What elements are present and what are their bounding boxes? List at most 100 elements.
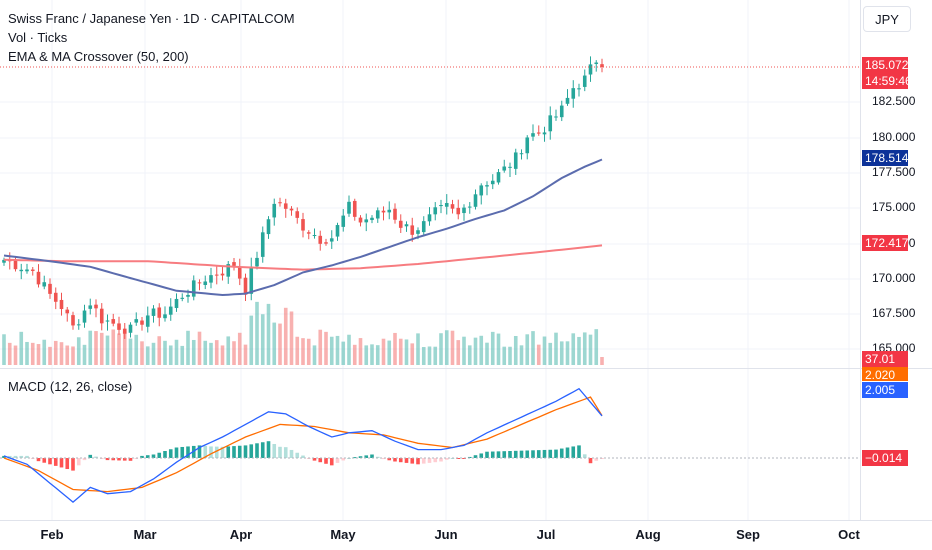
candle-body [542,132,547,135]
candle-body [393,208,397,220]
volume-bar [151,342,156,365]
candle-body [416,230,420,234]
histogram-bar [473,455,478,458]
candle-body [421,221,426,233]
histogram-bar [111,458,116,461]
histogram-bar [525,450,530,458]
candle-body [48,283,52,294]
volume-bar [13,345,18,365]
candle-body [163,314,167,319]
time-label: May [330,527,356,542]
candle-body [111,319,116,324]
volume-bar [163,340,167,365]
volume-legend[interactable]: Vol · Ticks [8,30,68,45]
histogram-bar [416,458,420,465]
chart-title[interactable]: Swiss Franc / Japanese Yen · 1D · CAPITA… [8,11,295,26]
volume-bar [278,323,282,365]
ma-crossover-legend[interactable]: EMA & MA Crossover (50, 200) [8,49,189,64]
histogram-bar [508,451,512,458]
candle-body [358,217,363,223]
histogram-bar [496,451,501,458]
candle-body [347,201,351,214]
candle-body [278,202,282,204]
candle-body [105,320,110,322]
candle-body [571,88,576,99]
volume-bar [496,333,501,365]
candle-body [306,232,311,234]
volume-bar [416,333,420,365]
histogram-bar [163,451,167,458]
candle-body [427,214,432,222]
candle-body [272,203,277,218]
volume-bar [312,345,317,365]
candle-body [467,206,472,208]
candle-body [381,210,386,213]
volume-bar [439,333,443,365]
volume-bar [565,341,570,365]
volume-bar [145,346,150,365]
volume-bar [444,330,449,365]
candle-body [565,97,570,104]
histogram-bar [36,458,41,462]
histogram-bar [255,443,259,458]
volume-bar [59,342,64,365]
candle-body [502,166,507,171]
candle-body [220,273,225,276]
ema-badge: 178.514 [862,150,908,166]
price-tick: 177.500 [872,165,916,179]
histogram-bar [318,458,323,463]
histogram-bar [456,458,461,459]
histogram-bar [421,458,426,464]
volume-bar [559,341,564,365]
histogram-bar [341,458,346,461]
volume-bar [42,339,47,365]
currency-selector[interactable]: JPY [863,6,911,32]
volume-bar [168,345,173,365]
volume-bar [134,334,139,365]
histogram-bar [571,446,576,458]
candle-body [209,275,213,283]
volume-bar [433,346,438,365]
volume-bar [283,307,288,365]
volume-bar [289,311,294,365]
histogram-badge: −0.014 [862,450,908,466]
candle-body [433,207,438,215]
candle-body [157,307,162,318]
volume-bar [318,329,323,365]
volume-bar [197,331,202,365]
volume-bar [180,345,185,365]
histogram-bar [485,451,489,458]
candle-body [554,116,558,118]
histogram-bar [554,449,558,458]
volume-bar [519,345,524,365]
candle-body [76,324,81,326]
volume-bar [53,340,58,365]
candle-body [289,208,294,211]
candle-body [559,105,564,118]
candle-body [324,242,328,244]
candle-body [203,281,208,286]
volume-bar [502,346,507,365]
candle-body [364,219,369,223]
candle-body [479,185,484,196]
volume-bar [341,341,346,365]
histogram-bar [94,456,98,458]
candle-body [410,225,415,235]
histogram-bar [502,451,507,458]
volume-bar [82,344,87,365]
histogram-bar [301,455,305,458]
price-tick: 180.000 [872,130,916,144]
histogram-bar [266,441,271,458]
volume-bar [513,336,518,365]
histogram-bar [260,442,265,458]
candle-body [600,64,604,67]
macd-legend[interactable]: MACD (12, 26, close) [8,379,133,394]
candle-body [462,207,466,214]
histogram-bar [519,450,524,458]
volume-bar [301,338,305,365]
histogram-bar [48,458,52,465]
volume-bar [232,341,236,365]
volume-bar [462,336,466,365]
histogram-bar [174,447,179,458]
